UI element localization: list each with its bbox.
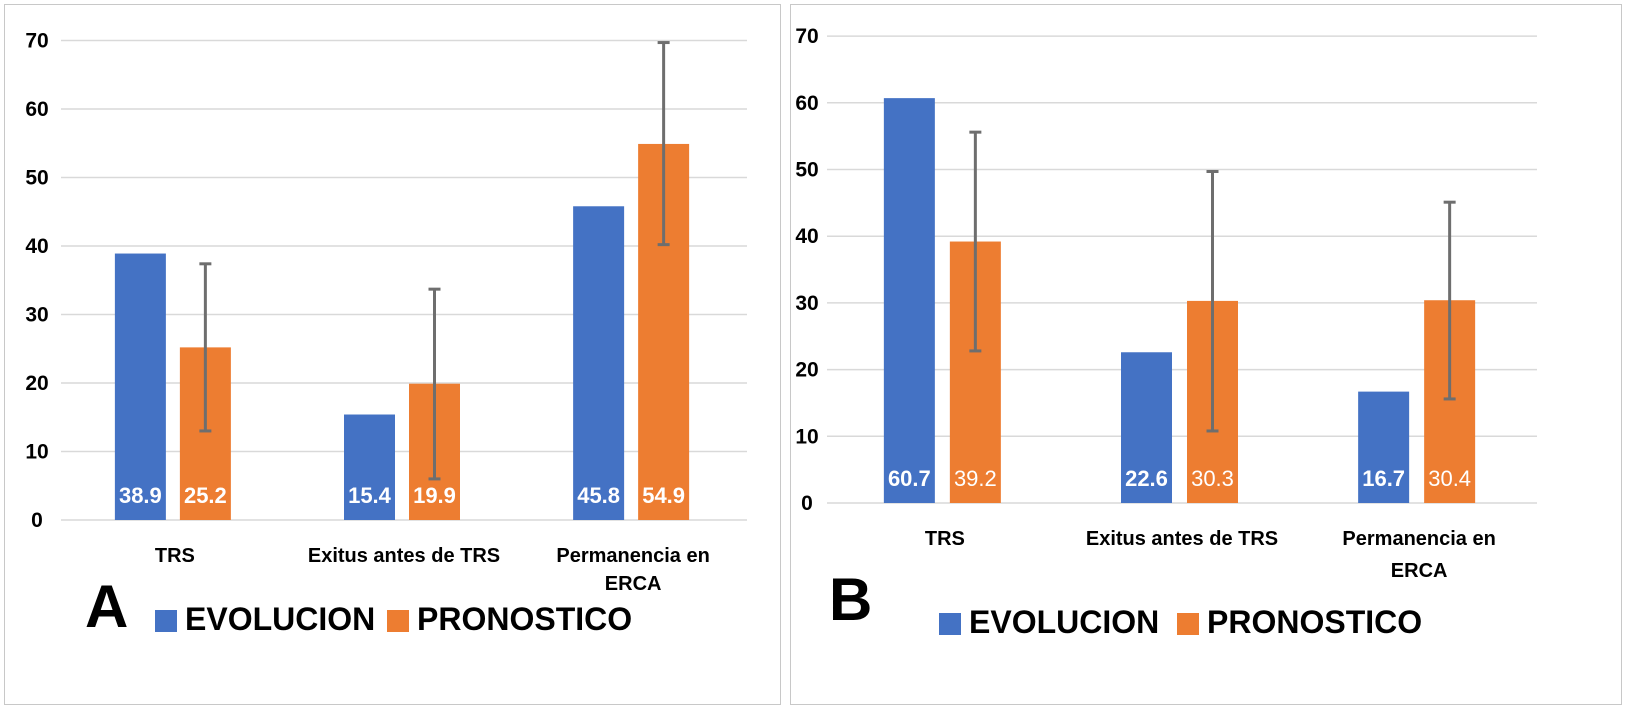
x-category-label: Permanencia en bbox=[556, 545, 709, 567]
data-label: 39.2 bbox=[954, 466, 997, 491]
y-tick-label: 40 bbox=[25, 235, 48, 258]
legend-swatch-pronostico bbox=[1177, 613, 1199, 635]
data-label: 45.8 bbox=[577, 483, 620, 508]
y-tick-label: 70 bbox=[795, 25, 818, 48]
bar-evolucion bbox=[573, 206, 625, 520]
x-category-label: ERCA bbox=[605, 573, 662, 595]
y-tick-label: 60 bbox=[25, 98, 48, 121]
x-category-label: Exitus antes de TRS bbox=[308, 545, 500, 567]
panel-letter: A bbox=[85, 573, 128, 640]
y-tick-label: 20 bbox=[795, 359, 818, 382]
legend-label-evolucion: EVOLUCION bbox=[969, 604, 1159, 640]
data-label: 15.4 bbox=[348, 483, 392, 508]
legend-label-pronostico: PRONOSTICO bbox=[417, 601, 632, 637]
chart-panel-b: 0 10 20 30 40 50 60 70 60.7 39.2 TRS 22.6 30.3 Exitus… bbox=[790, 4, 1622, 705]
x-category-label: TRS bbox=[155, 545, 195, 567]
y-tick-label: 40 bbox=[795, 225, 818, 248]
y-tick-label: 10 bbox=[25, 441, 48, 464]
y-tick-label: 20 bbox=[25, 372, 48, 395]
data-label: 60.7 bbox=[888, 466, 931, 491]
y-tick-label: 70 bbox=[25, 30, 48, 53]
panel-letter: B bbox=[829, 566, 872, 633]
data-label: 30.3 bbox=[1191, 466, 1234, 491]
x-category-label: Exitus antes de TRS bbox=[1086, 528, 1278, 550]
x-category-label: ERCA bbox=[1391, 560, 1448, 582]
legend-label-pronostico: PRONOSTICO bbox=[1207, 604, 1422, 640]
bar-evolucion bbox=[1121, 352, 1172, 503]
y-tick-label: 10 bbox=[795, 425, 818, 448]
x-category-label: Permanencia en bbox=[1342, 528, 1495, 550]
chart-panel-a: 0 10 20 30 40 50 60 70 38.9 25.2 TRS 15.4 19.9 Exitus… bbox=[4, 4, 781, 705]
data-label: 25.2 bbox=[184, 483, 227, 508]
data-label: 16.7 bbox=[1362, 466, 1405, 491]
y-tick-label: 50 bbox=[25, 167, 48, 190]
data-label: 38.9 bbox=[119, 483, 162, 508]
bar-evolucion bbox=[344, 414, 395, 520]
y-tick-label: 0 bbox=[801, 492, 813, 515]
y-tick-label: 30 bbox=[25, 304, 48, 327]
x-category-label: TRS bbox=[925, 528, 965, 550]
data-label: 22.6 bbox=[1125, 466, 1168, 491]
bar-evolucion bbox=[1358, 391, 1410, 503]
legend-swatch-evolucion bbox=[155, 610, 177, 632]
chart-b-svg: 0 10 20 30 40 50 60 70 60.7 39.2 TRS 22.6 30.3 Exitus… bbox=[795, 25, 1537, 640]
legend-label-evolucion: EVOLUCION bbox=[185, 601, 375, 637]
y-tick-label: 50 bbox=[795, 159, 818, 182]
y-tick-label: 0 bbox=[31, 509, 43, 532]
bar-evolucion bbox=[883, 98, 935, 504]
chart-a-svg: 0 10 20 30 40 50 60 70 38.9 25.2 TRS 15.4 19.9 Exitus… bbox=[25, 30, 747, 640]
y-tick-label: 30 bbox=[795, 292, 818, 315]
data-label: 54.9 bbox=[642, 483, 685, 508]
data-label: 19.9 bbox=[413, 483, 456, 508]
bar-evolucion bbox=[114, 253, 166, 520]
legend-swatch-evolucion bbox=[939, 613, 961, 635]
y-tick-label: 60 bbox=[795, 92, 818, 115]
legend-swatch-pronostico bbox=[387, 610, 409, 632]
data-label: 30.4 bbox=[1428, 466, 1471, 491]
